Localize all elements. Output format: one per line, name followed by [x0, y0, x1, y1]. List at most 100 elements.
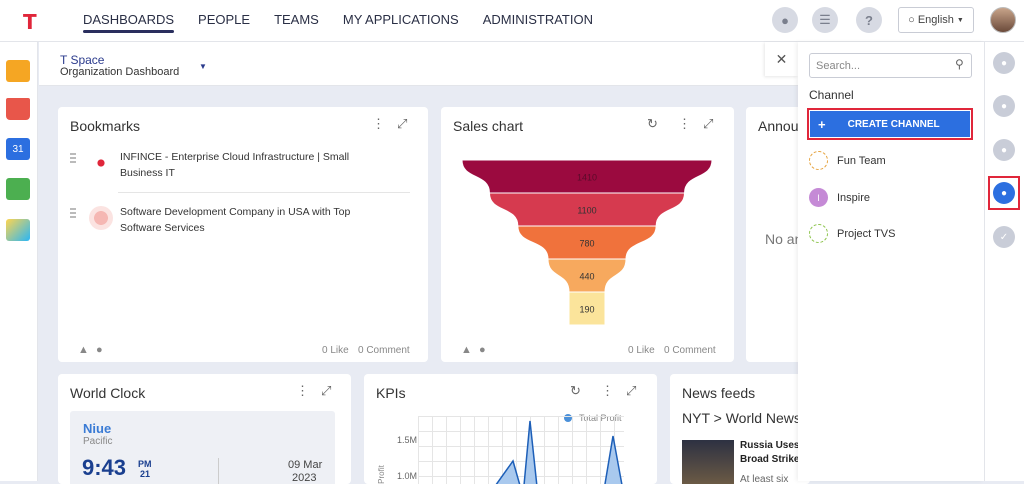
clock-ampm: PM — [138, 459, 152, 469]
create-channel-label: CREATE CHANNEL — [847, 118, 940, 130]
expand-icon[interactable]: ⤢ — [626, 383, 637, 398]
like-count[interactable]: 0 Like — [322, 345, 349, 356]
refresh-icon[interactable]: ↻ — [647, 116, 658, 131]
announcements-widget: Annou No an — [746, 107, 806, 362]
team-avatar-icon — [809, 151, 828, 170]
world-clock-widget: World Clock ⋮ ⤢ Niue Pacific 9:43 PM 21 … — [58, 374, 351, 484]
funnel-segment[interactable] — [568, 291, 606, 326]
plus-icon: + — [818, 116, 826, 132]
globe-icon: ○ — [908, 14, 915, 26]
drag-handle-icon[interactable] — [70, 208, 76, 220]
widget-title: News feeds — [682, 385, 756, 401]
app-logo[interactable]: T — [23, 10, 37, 34]
bell-icon[interactable]: ● — [772, 7, 798, 33]
nav-administration[interactable]: ADMINISTRATION — [482, 12, 593, 27]
comment-count[interactable]: 0 Comment — [358, 345, 410, 356]
more-icon[interactable]: ⋮ — [678, 116, 691, 131]
divider — [218, 458, 219, 484]
expand-icon[interactable]: ⤢ — [703, 116, 714, 131]
y-tick-label: 1.0M — [397, 471, 418, 481]
list-item[interactable]: Software Development Company in USA with… — [70, 204, 390, 244]
bookmark-favicon — [89, 151, 113, 175]
notes-icon[interactable]: ☰ — [812, 7, 838, 33]
calendar-check-icon[interactable]: ✓ — [993, 226, 1015, 248]
funnel-value-label: 440 — [579, 272, 594, 282]
mail-icon[interactable] — [6, 98, 30, 120]
user-chat-icon[interactable]: ● — [993, 139, 1015, 161]
help-icon[interactable]: ? — [856, 7, 882, 33]
channel-name: Inspire — [837, 191, 871, 204]
clock-time: 9:43 — [82, 455, 127, 480]
more-icon[interactable]: ⋮ — [601, 383, 614, 398]
close-panel-button[interactable]: ✕ — [765, 42, 798, 76]
y-tick-label: 1.5M — [397, 435, 418, 445]
tasks-icon[interactable] — [6, 178, 30, 200]
close-icon: ✕ — [775, 50, 788, 67]
user-avatar[interactable] — [990, 7, 1016, 33]
news-source[interactable]: NYT > World News — [682, 410, 801, 426]
create-channel-button[interactable]: + CREATE CHANNEL — [807, 108, 973, 140]
like-count[interactable]: 0 Like — [628, 345, 655, 356]
kpi-series-line — [495, 420, 623, 484]
search-icon[interactable]: ⚲ — [955, 57, 964, 71]
chat-icon[interactable]: ● — [993, 52, 1015, 74]
space-name[interactable]: T Space — [60, 53, 105, 67]
group-icon[interactable]: ● — [993, 182, 1015, 204]
channel-item-inspire[interactable]: I Inspire — [809, 188, 870, 207]
comment-count[interactable]: 0 Comment — [664, 345, 716, 356]
clock-panel: Niue Pacific 9:43 PM 21 09 Mar 2023 — [70, 411, 335, 484]
news-headline[interactable]: Russia Uses — [740, 440, 800, 451]
like-icon[interactable]: ▲ — [461, 344, 472, 356]
news-snippet: At least six — [740, 474, 789, 484]
kpi-line-chart — [495, 420, 623, 484]
dashboard-header: T Space Organization Dashboard ▼ — [39, 42, 799, 86]
channel-panel: Search... ⚲ Channel + CREATE CHANNEL Fun … — [798, 42, 984, 481]
channel-item-project-tvs[interactable]: Project TVS — [809, 224, 896, 243]
chevron-down-icon: ▼ — [956, 16, 964, 24]
calendar-icon[interactable]: 31 — [6, 138, 30, 160]
channel-heading: Channel — [809, 88, 854, 102]
widget-title: World Clock — [70, 385, 146, 401]
active-highlight — [988, 176, 1020, 210]
refresh-icon[interactable]: ↻ — [570, 383, 581, 398]
funnel-value-label: 1100 — [577, 206, 596, 216]
region-name: Pacific — [83, 436, 113, 447]
list-item[interactable]: INFINCE - Enterprise Cloud Infrastructur… — [70, 149, 390, 189]
y-axis-label: Profit — [376, 465, 386, 484]
bookmark-link[interactable]: Software Development Company in USA with… — [120, 206, 351, 234]
more-icon[interactable]: ⋮ — [372, 116, 385, 131]
channel-item-fun-team[interactable]: Fun Team — [809, 151, 886, 170]
channel-name: Fun Team — [837, 154, 886, 167]
main-nav: DASHBOARDS PEOPLE TEAMS MY APPLICATIONS … — [83, 0, 617, 42]
kpi-chart-grid — [418, 416, 624, 484]
expand-icon[interactable]: ⤢ — [321, 383, 332, 398]
channel-avatar: I — [809, 188, 828, 207]
nav-my-applications[interactable]: MY APPLICATIONS — [342, 12, 459, 27]
like-icon[interactable]: ▲ — [78, 344, 89, 356]
project-avatar-icon — [809, 224, 828, 243]
news-headline[interactable]: Broad Strike — [740, 454, 800, 465]
nav-teams[interactable]: TEAMS — [274, 12, 319, 27]
funnel-value-label: 190 — [579, 305, 594, 315]
comment-icon[interactable]: ● — [479, 344, 486, 356]
channel-name: Project TVS — [837, 227, 896, 240]
widget-title: Bookmarks — [70, 118, 141, 134]
drag-handle-icon[interactable] — [70, 153, 76, 165]
nav-dashboards[interactable]: DASHBOARDS — [83, 0, 175, 42]
gallery-icon[interactable] — [6, 219, 30, 241]
person-icon[interactable]: ● — [993, 95, 1015, 117]
bookmark-link[interactable]: INFINCE - Enterprise Cloud Infrastructur… — [120, 151, 350, 179]
expand-icon[interactable]: ⤢ — [397, 116, 408, 131]
app-sidebar: 31 — [0, 42, 38, 481]
widget-title: Annou — [758, 118, 799, 134]
news-thumbnail[interactable] — [682, 440, 734, 484]
language-select[interactable]: ○ English ▼ — [898, 7, 974, 33]
folder-icon[interactable] — [6, 60, 30, 82]
more-icon[interactable]: ⋮ — [296, 383, 309, 398]
chevron-down-icon[interactable]: ▼ — [199, 62, 207, 71]
dashboard-name[interactable]: Organization Dashboard — [60, 66, 180, 78]
comment-icon[interactable]: ● — [96, 344, 103, 356]
search-input[interactable]: Search... — [809, 53, 972, 78]
nav-people[interactable]: PEOPLE — [198, 12, 251, 27]
widget-title: KPIs — [376, 385, 406, 401]
